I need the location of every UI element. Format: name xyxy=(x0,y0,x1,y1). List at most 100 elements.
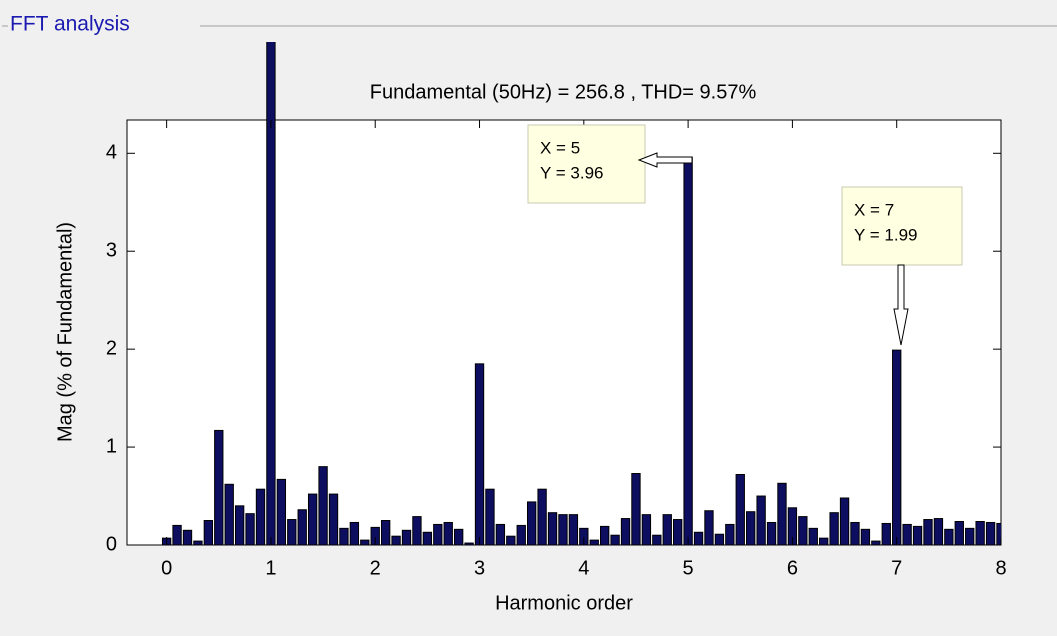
bar xyxy=(850,521,860,545)
bar xyxy=(860,528,871,545)
bar xyxy=(266,42,276,545)
x-tick-label: 7 xyxy=(891,557,902,579)
bar xyxy=(391,535,401,545)
bar xyxy=(370,526,380,545)
bar xyxy=(318,466,328,545)
bar xyxy=(234,505,245,545)
bar xyxy=(297,509,307,545)
bar xyxy=(547,512,558,545)
bar xyxy=(787,507,798,545)
bar xyxy=(182,529,193,545)
panel-title: FFT analysis xyxy=(10,13,130,36)
data-tip-arrow xyxy=(893,264,909,346)
bar xyxy=(704,510,714,545)
bar xyxy=(287,519,297,545)
bar xyxy=(412,516,422,545)
bar xyxy=(965,527,975,545)
bar xyxy=(433,523,443,545)
bar xyxy=(245,513,255,545)
bar xyxy=(224,483,234,545)
bar xyxy=(933,518,944,545)
bar xyxy=(537,488,547,545)
bar xyxy=(193,540,203,545)
y-axis-label: Mag (% of Fundamental) xyxy=(54,222,76,442)
bar xyxy=(401,529,412,545)
bar xyxy=(954,520,964,545)
bar xyxy=(360,539,370,545)
bar xyxy=(996,522,1001,545)
y-tick-label: 2 xyxy=(106,337,117,359)
bar xyxy=(766,521,777,545)
x-tick-label: 2 xyxy=(370,557,381,579)
bar xyxy=(380,520,391,545)
bar xyxy=(902,523,912,545)
x-tick-label: 5 xyxy=(683,557,694,579)
bar xyxy=(912,525,923,545)
y-tick-label: 0 xyxy=(106,533,117,555)
bar xyxy=(714,533,725,545)
data-tip: X = 7 Y = 1.99 xyxy=(841,186,963,346)
bar xyxy=(172,524,182,545)
bar xyxy=(464,542,474,545)
data-tip-text: Y = 3.96 xyxy=(540,163,604,182)
bar xyxy=(631,473,641,545)
x-tick-label: 0 xyxy=(161,557,172,579)
data-tip-text: X = 5 xyxy=(540,138,580,157)
bar xyxy=(568,514,579,545)
x-tick-label: 3 xyxy=(474,557,485,579)
x-tick-label: 4 xyxy=(578,557,589,579)
y-tick-label: 1 xyxy=(106,435,117,457)
bar xyxy=(307,493,318,545)
data-tip-box xyxy=(527,124,646,204)
x-tick-label: 8 xyxy=(995,557,1006,579)
bar xyxy=(756,495,766,545)
bar xyxy=(506,535,516,545)
bar xyxy=(735,473,745,545)
data-tip-arrow xyxy=(637,152,693,168)
bar xyxy=(798,516,808,545)
bar xyxy=(495,523,506,545)
bar xyxy=(673,519,683,545)
bar xyxy=(610,534,620,545)
bar xyxy=(693,531,704,545)
bar xyxy=(975,520,985,545)
bar xyxy=(328,493,339,545)
bar xyxy=(349,521,360,545)
y-tick-label: 3 xyxy=(106,240,117,262)
bar xyxy=(579,527,589,545)
bar xyxy=(443,521,453,545)
x-axis-label: Harmonic order xyxy=(495,592,633,614)
bar xyxy=(808,527,818,545)
data-tip-text: Y = 1.99 xyxy=(854,225,918,244)
bar xyxy=(923,519,933,545)
bar xyxy=(453,528,464,545)
bar xyxy=(652,534,662,545)
bar xyxy=(777,482,787,545)
bar xyxy=(819,537,829,545)
data-tip-text: X = 7 xyxy=(854,200,894,219)
bar xyxy=(620,518,631,545)
bar xyxy=(944,528,954,545)
bar xyxy=(255,488,266,545)
bar xyxy=(641,514,652,545)
bar xyxy=(422,531,433,545)
bar xyxy=(683,156,693,545)
bar xyxy=(985,521,996,545)
bar xyxy=(892,349,902,545)
bar xyxy=(203,520,214,545)
x-tick-label: 1 xyxy=(265,557,276,579)
bar xyxy=(558,514,568,545)
bar xyxy=(526,501,537,545)
bar xyxy=(839,497,850,545)
chart-title: Fundamental (50Hz) = 256.8 , THD= 9.57% xyxy=(370,81,757,103)
bar xyxy=(474,363,485,545)
bar xyxy=(516,524,526,545)
bar xyxy=(600,525,610,545)
bar xyxy=(871,540,881,545)
bar xyxy=(829,512,839,545)
bar xyxy=(746,511,756,545)
bar xyxy=(276,478,287,545)
bar xyxy=(589,539,599,545)
bars xyxy=(161,42,1001,545)
